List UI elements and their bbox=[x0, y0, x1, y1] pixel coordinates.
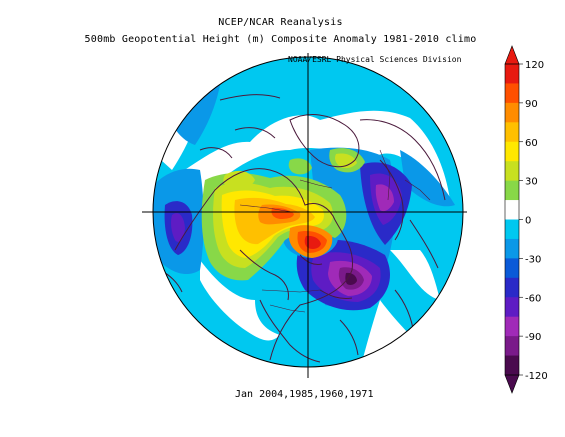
chart-title: NCEP/NCAR Reanalysis bbox=[218, 17, 343, 28]
colorbar: 120 90 60 30 0 -30 -60 -90 -120 bbox=[504, 45, 548, 394]
colorbar-segment bbox=[505, 336, 519, 357]
date-footer: Jan 2004,1985,1960,1971 bbox=[235, 389, 374, 400]
colorbar-segment bbox=[505, 200, 519, 220]
colorbar-segment bbox=[505, 161, 519, 182]
colorbar-segment bbox=[505, 297, 519, 318]
colorbar-segment bbox=[505, 238, 519, 259]
colorbar-segment bbox=[505, 180, 519, 201]
colorbar-tick-label: -90 bbox=[525, 332, 541, 343]
colorbar-segment bbox=[505, 355, 519, 376]
colorbar-arrow-bottom bbox=[504, 374, 520, 394]
anomaly-neutral-north bbox=[170, 110, 450, 225]
colorbar-segment bbox=[505, 64, 519, 84]
chart-subtitle: 500mb Geopotential Height (m) Composite … bbox=[84, 34, 477, 45]
colorbar-tick-label: 90 bbox=[525, 99, 538, 110]
colorbar-tick-label: 120 bbox=[525, 60, 544, 71]
colorbar-segment bbox=[505, 102, 519, 123]
colorbar-tick-label: -120 bbox=[525, 371, 548, 382]
colorbar-segment bbox=[505, 122, 519, 143]
colorbar-tick-label: 30 bbox=[525, 177, 538, 188]
colorbar-segment bbox=[505, 258, 519, 279]
colorbar-segment bbox=[505, 219, 519, 240]
colorbar-segment bbox=[505, 83, 519, 104]
borders bbox=[239, 149, 431, 313]
colorbar-tick-label: 60 bbox=[525, 138, 538, 149]
colorbar-arrow-top bbox=[504, 45, 520, 65]
colorbar-segment bbox=[505, 316, 519, 337]
credit-text: NOAA/ESRL Physical Sciences Division bbox=[288, 55, 462, 64]
colorbar-tick-label: 0 bbox=[525, 216, 531, 227]
colorbar-tick-label: -60 bbox=[525, 293, 541, 304]
colorbar-segment bbox=[505, 141, 519, 162]
colorbar-segment bbox=[505, 277, 519, 298]
colorbar-tick-label: -30 bbox=[525, 254, 541, 265]
